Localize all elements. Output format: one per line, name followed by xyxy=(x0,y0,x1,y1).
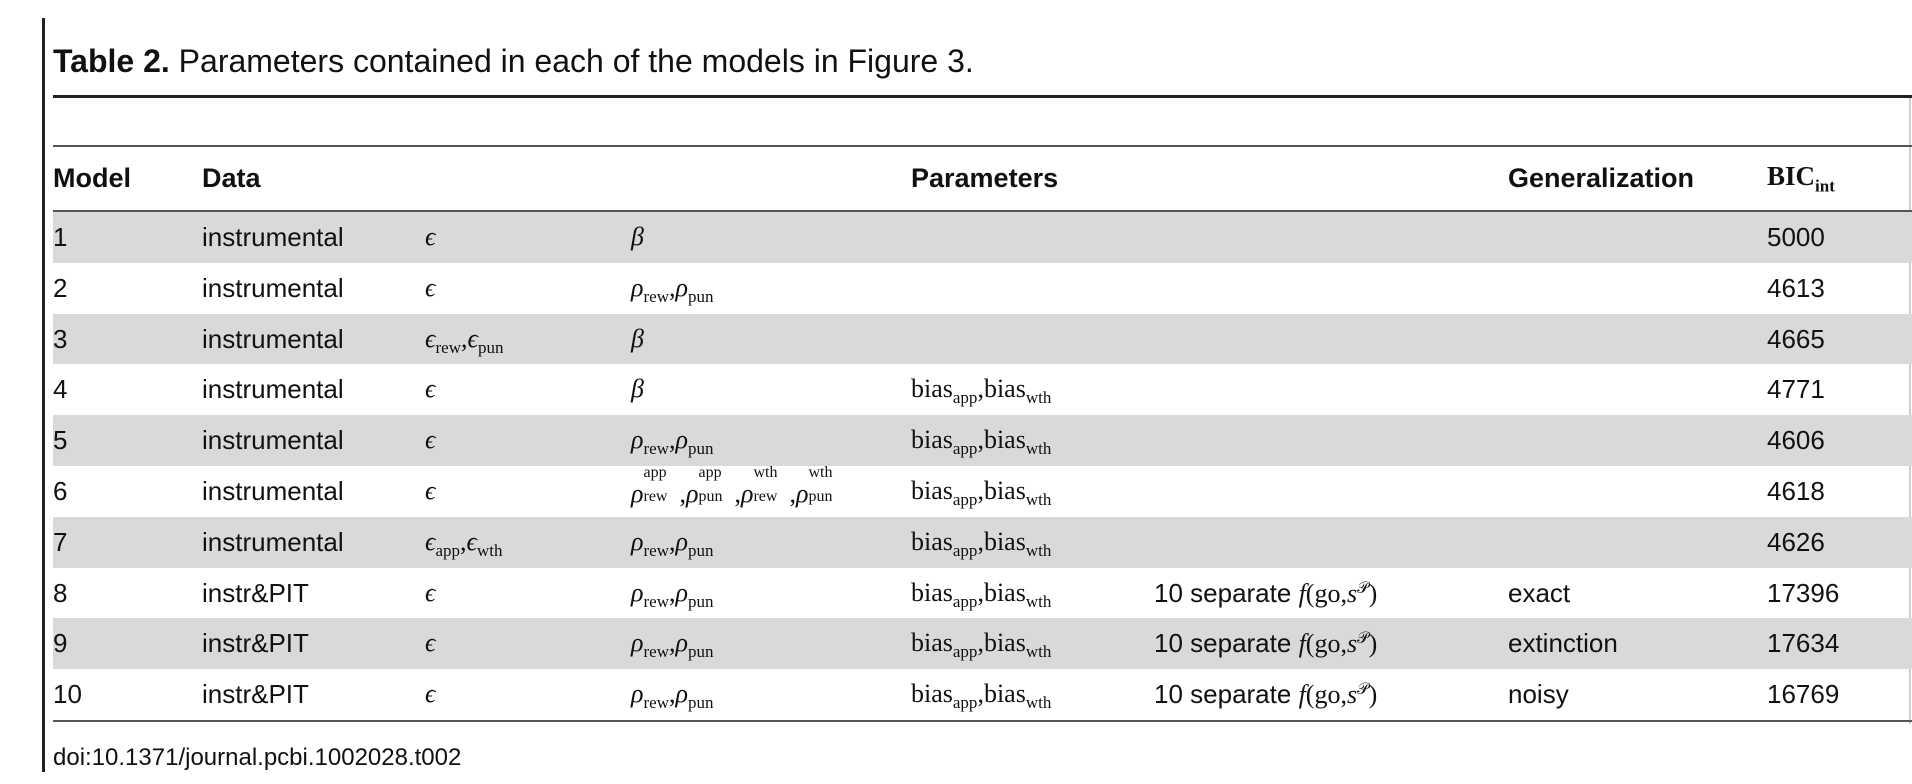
model-cell: 9 xyxy=(53,628,68,659)
data-cell: instrumental xyxy=(202,323,344,354)
header-parameters: Parameters xyxy=(911,163,1059,193)
rho-params: ρrew,ρpun xyxy=(631,679,714,713)
doi-link[interactable]: doi:10.1371/journal.pcbi.1002028.t002 xyxy=(53,744,462,771)
header-bic-sub: int xyxy=(1815,176,1835,196)
data-cell: instrumental xyxy=(202,475,344,506)
pit-function-params: 10 separate f(go,s𝒫) xyxy=(1154,679,1378,710)
data-cell: instrumental xyxy=(202,222,344,252)
table-row: 4 instrumental ϵ β biasapp,biaswth 4771 xyxy=(53,364,1912,415)
epsilon-param: ϵ xyxy=(425,577,436,607)
epsilon-param: ϵ xyxy=(425,374,436,404)
bias-params: biasapp,biaswth xyxy=(911,425,1052,459)
data-cell: instrumental xyxy=(202,526,344,557)
epsilon-param: ϵ xyxy=(425,475,436,505)
model-cell: 5 xyxy=(53,425,68,456)
table-row: 9 instr&PIT ϵ ρrew,ρpun biasapp,biaswth … xyxy=(53,618,1912,670)
table-row: 5 instrumental ϵ ρrew,ρpun biasapp,biasw… xyxy=(53,415,1912,466)
bic-cell: 4626 xyxy=(1767,526,1825,557)
bic-cell: 4618 xyxy=(1767,475,1825,506)
bias-params: biasapp,biaswth xyxy=(911,577,1052,611)
generalization-cell: exact xyxy=(1508,577,1571,608)
caption-rule xyxy=(53,95,1912,98)
table-bottom-rule xyxy=(53,720,1912,722)
table-row: 1 instrumental ϵ β 5000 xyxy=(53,212,1912,263)
rho-params: ρrew,ρpun xyxy=(631,526,714,560)
header-bic: BICint xyxy=(1767,161,1835,196)
bias-params: biasapp,biaswth xyxy=(911,475,1052,509)
rho-valence-params: ρ app rew ,ρ app pun ,ρ wth rew ,ρ wth pun xyxy=(631,463,833,508)
bic-cell: 16769 xyxy=(1767,679,1840,710)
pit-function-params: 10 separate f(go,s𝒫) xyxy=(1154,577,1378,608)
bic-cell: 4665 xyxy=(1767,323,1825,354)
bic-cell: 17396 xyxy=(1767,577,1840,608)
header-bottom-rule xyxy=(53,210,1912,212)
epsilon-param: ϵ xyxy=(425,272,436,302)
bias-params: biasapp,biaswth xyxy=(911,526,1052,560)
bias-params: biasapp,biaswth xyxy=(911,679,1052,713)
table-row: 7 instrumental ϵapp,ϵwth ρrew,ρpun biasa… xyxy=(53,516,1912,568)
bic-cell: 17634 xyxy=(1767,628,1840,659)
beta-param: β xyxy=(631,222,644,251)
table-caption-text: Parameters contained in each of the mode… xyxy=(169,43,974,79)
table-row: 8 instr&PIT ϵ ρrew,ρpun biasapp,biaswth … xyxy=(53,568,1912,619)
table-row: 2 instrumental ϵ ρrew,ρpun 4613 xyxy=(53,263,1912,314)
table-label: Table 2. xyxy=(53,43,170,79)
epsilon-param: ϵ xyxy=(425,425,436,455)
epsilon-params: ϵrew,ϵpun xyxy=(425,323,504,357)
data-cell: instrumental xyxy=(202,272,344,303)
table-row: 3 instrumental ϵrew,ϵpun β 4665 xyxy=(53,313,1912,365)
bic-cell: 5000 xyxy=(1767,222,1825,252)
model-cell: 10 xyxy=(53,679,82,710)
pit-function-params: 10 separate f(go,s𝒫) xyxy=(1154,628,1378,659)
model-cell: 4 xyxy=(53,374,68,405)
left-margin-rule xyxy=(42,18,45,772)
data-cell: instrumental xyxy=(202,425,344,456)
generalization-cell: noisy xyxy=(1508,679,1569,710)
model-cell: 2 xyxy=(53,272,68,303)
bic-cell: 4606 xyxy=(1767,425,1825,456)
epsilon-param: ϵ xyxy=(425,628,436,658)
header-generalization: Generalization xyxy=(1508,163,1695,193)
table-row: 10 instr&PIT ϵ ρrew,ρpun biasapp,biaswth… xyxy=(53,669,1912,720)
epsilon-param: ϵ xyxy=(425,222,436,251)
header-top-rule xyxy=(53,145,1912,147)
model-cell: 7 xyxy=(53,526,68,557)
generalization-cell: extinction xyxy=(1508,628,1618,659)
rho-params: ρrew,ρpun xyxy=(631,272,714,306)
data-cell: instrumental xyxy=(202,374,344,405)
epsilon-params: ϵapp,ϵwth xyxy=(425,526,503,560)
beta-param: β xyxy=(631,323,644,353)
model-cell: 3 xyxy=(53,323,68,354)
model-cell: 8 xyxy=(53,577,68,608)
epsilon-param: ϵ xyxy=(425,679,436,709)
table-header: Model Data Parameters Generalization BIC… xyxy=(53,147,1912,210)
rho-params: ρrew,ρpun xyxy=(631,628,714,662)
header-data: Data xyxy=(202,163,261,193)
bias-params: biasapp,biaswth xyxy=(911,628,1052,662)
bic-cell: 4613 xyxy=(1767,272,1825,303)
right-margin-rule xyxy=(1909,96,1911,724)
bias-params: biasapp,biaswth xyxy=(911,374,1052,408)
data-cell: instr&PIT xyxy=(202,679,309,710)
header-model: Model xyxy=(53,163,131,193)
rho-params: ρrew,ρpun xyxy=(631,577,714,611)
model-cell: 1 xyxy=(53,222,68,252)
data-cell: instr&PIT xyxy=(202,628,309,659)
rho-params: ρrew,ρpun xyxy=(631,425,714,459)
beta-param: β xyxy=(631,374,644,404)
table-row: 6 instrumental ϵ ρ app rew ,ρ app pun ,ρ wth rew… xyxy=(53,463,1912,517)
bic-cell: 4771 xyxy=(1767,374,1825,405)
table-caption: Table 2. Parameters contained in each of… xyxy=(53,38,974,84)
header-bic-text: BIC xyxy=(1767,161,1816,191)
table-body: 1 instrumental ϵ β 5000 2 instrumental ϵ… xyxy=(53,212,1912,720)
data-cell: instr&PIT xyxy=(202,577,309,608)
model-cell: 6 xyxy=(53,475,68,506)
